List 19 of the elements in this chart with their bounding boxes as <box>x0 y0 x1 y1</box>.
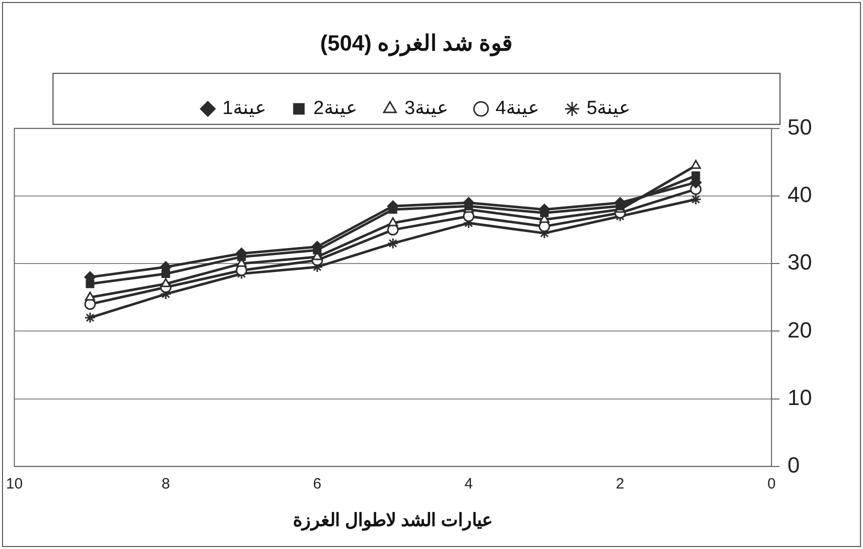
legend-label: عينة5 <box>586 98 630 120</box>
y-tick-label: 30 <box>788 250 812 275</box>
legend-label: عينة2 <box>313 98 357 120</box>
x-tick-label: 6 <box>313 476 322 493</box>
y-tick-label: 50 <box>788 114 812 140</box>
x-tick-label: 2 <box>616 476 624 493</box>
y-tick-label: 20 <box>788 317 812 342</box>
x-tick-label: 4 <box>464 476 473 493</box>
legend-label: عينة4 <box>496 98 540 120</box>
y-tick-label: 40 <box>788 182 812 208</box>
x-tick-label: 0 <box>767 476 776 493</box>
y-tick-label: 10 <box>788 384 812 410</box>
x-axis-title: عيارات الشد لاطوال الغرزة <box>292 510 493 532</box>
chart-title: قوة شد الغرزه (504) <box>320 30 513 56</box>
x-tick-label: 10 <box>6 476 23 493</box>
legend-label: عينة3 <box>404 98 448 120</box>
x-tick-label: 8 <box>162 476 170 493</box>
legend-label: عينة1 <box>222 98 266 120</box>
y-tick-label: 0 <box>788 452 800 478</box>
